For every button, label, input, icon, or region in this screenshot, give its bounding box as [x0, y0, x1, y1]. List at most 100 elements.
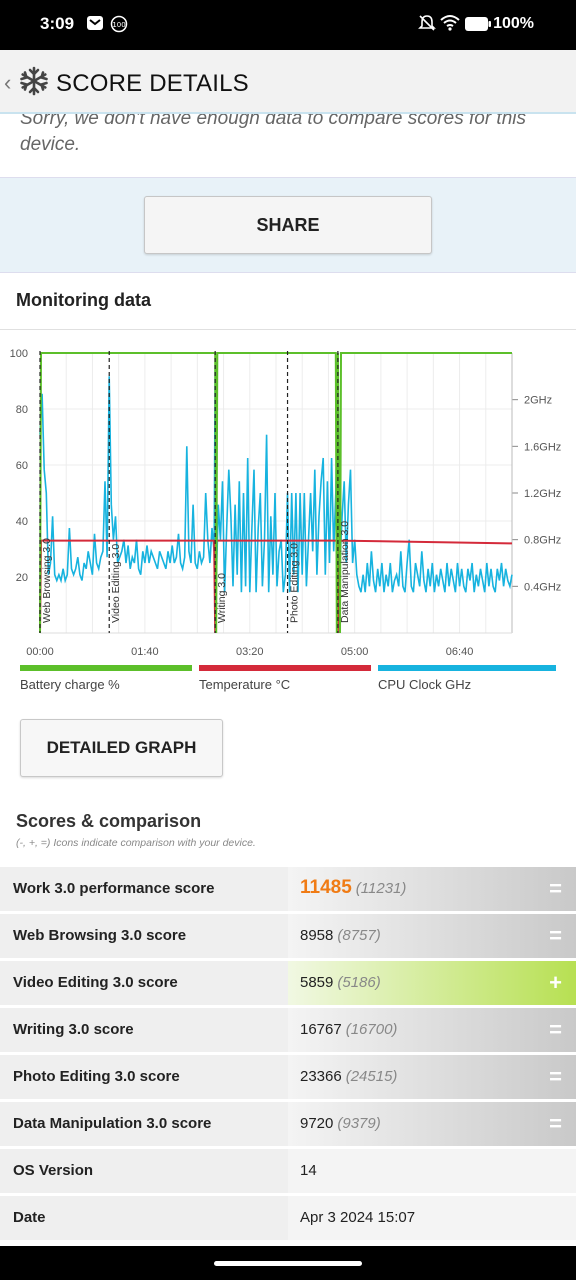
x-tick-label: 01:40 — [131, 646, 159, 658]
score-label: Data Manipulation 3.0 score — [13, 1115, 212, 1132]
score-compare-value: (11231) — [355, 880, 407, 897]
score-value: 16767 (16700) — [300, 1021, 397, 1038]
score-main-value: 8958 — [300, 927, 334, 944]
score-value: 9720 (9379) — [300, 1115, 381, 1132]
legend-temperature: Temperature °C — [199, 665, 371, 692]
score-value-cell: 23366 (24515) = — [288, 1055, 576, 1099]
score-label: Work 3.0 performance score — [13, 880, 215, 897]
score-value: 5859 (5186) — [300, 974, 381, 991]
x-tick-label: 03:20 — [236, 646, 264, 658]
mute-icon — [418, 14, 436, 37]
legend-temperature-swatch — [199, 665, 371, 671]
score-label: Writing 3.0 score — [13, 1021, 134, 1038]
score-main-value: 9720 — [300, 1115, 334, 1132]
share-button[interactable]: SHARE — [144, 196, 432, 254]
legend-battery-swatch — [20, 665, 192, 671]
score-label: Web Browsing 3.0 score — [13, 927, 187, 944]
status-bar: 3:09 100 100% — [0, 0, 576, 50]
test-marker-label: Data Manipulation 3.0 — [339, 521, 351, 623]
y-left-tick-label: 60 — [16, 460, 28, 472]
legend-cpu-label: CPU Clock GHz — [378, 677, 472, 692]
status-time: 3:09 — [40, 14, 75, 33]
test-marker-label: Photo Editing 3.0 — [289, 543, 301, 623]
score-value-cell: 5859 (5186) + — [288, 961, 576, 1005]
legend-battery: Battery charge % — [20, 665, 192, 692]
y-right-tick-label: 0.8GHz — [524, 535, 561, 547]
score-value: 23366 (24515) — [300, 1068, 397, 1085]
monitoring-chart: 100 80 60 40 20 2GHz 1.6GHz 1.2GHz 0.8GHz 0.4GHz 0… — [0, 343, 576, 663]
wifi-icon — [440, 14, 460, 37]
navigation-bar — [0, 1246, 576, 1280]
score-compare-value: (16700) — [345, 1021, 398, 1038]
y-left-tick-label: 80 — [16, 404, 28, 416]
snowflake-logo-icon — [18, 65, 50, 102]
message-icon — [86, 14, 104, 37]
legend-temperature-label: Temperature °C — [199, 677, 291, 692]
score-row-writing: Writing 3.0 score 16767 (16700) = — [0, 1008, 576, 1055]
legend-cpu-swatch — [378, 665, 556, 671]
score-row-photo-editing: Photo Editing 3.0 score 23366 (24515) = — [0, 1055, 576, 1102]
x-tick-label: 05:00 — [341, 646, 369, 658]
equal-icon: = — [549, 1111, 562, 1136]
y-left-tick-label: 20 — [16, 572, 28, 584]
info-label: OS Version — [13, 1162, 94, 1179]
monitoring-title: Monitoring data — [16, 290, 151, 310]
notice-line-1: Sorry, we don't have enough data to comp… — [20, 114, 526, 129]
score-value-cell: 9720 (9379) = — [288, 1102, 576, 1146]
monitoring-card: Monitoring data 100 80 60 40 20 2GHz 1.6GHz 1.2… — [0, 272, 576, 872]
info-row-date: Date Apr 3 2024 15:07 — [0, 1196, 576, 1243]
y-right-tick-label: 1.2GHz — [524, 488, 561, 500]
scores-note: (-, +, =) Icons indicate comparison with… — [16, 837, 256, 849]
score-row-video-editing: Video Editing 3.0 score 5859 (5186) + — [0, 961, 576, 1008]
score-row-data-manipulation: Data Manipulation 3.0 score 9720 (9379) = — [0, 1102, 576, 1149]
notice-line-2: device. — [20, 134, 81, 155]
score-value-cell: 11485 (11231) = — [288, 867, 576, 911]
legend-cpu: CPU Clock GHz — [378, 665, 556, 692]
equal-icon: = — [549, 876, 562, 901]
scores-title: Scores & comparison — [16, 811, 202, 831]
score-table: Work 3.0 performance score 11485 (11231) … — [0, 867, 576, 1243]
monitoring-chart-svg: 100 80 60 40 20 2GHz 1.6GHz 1.2GHz 0.8GHz 0.4GHz 0… — [10, 348, 562, 658]
page-title: SCORE DETAILS — [56, 70, 249, 97]
score-compare-value: (8757) — [337, 927, 381, 944]
back-icon[interactable]: ‹ — [4, 70, 12, 95]
y-left-tick-label: 40 — [16, 516, 28, 528]
series-line-battery-charge — [39, 352, 512, 634]
y-left-tick-label: 100 — [10, 348, 28, 360]
y-right-tick-label: 0.4GHz — [524, 581, 561, 593]
score-value-cell: 16767 (16700) = — [288, 1008, 576, 1052]
info-value-cell: Apr 3 2024 15:07 — [288, 1196, 576, 1240]
notification-badge-icon: 100 — [110, 15, 128, 38]
score-compare-value: (24515) — [345, 1068, 398, 1085]
info-value-cell: 14 — [288, 1149, 576, 1193]
score-label: Photo Editing 3.0 score — [13, 1068, 180, 1085]
app-bar: ‹ SCORE DETAILS — [0, 50, 576, 114]
home-gesture-handle[interactable] — [214, 1261, 362, 1266]
battery-percent: 100% — [493, 15, 534, 32]
score-value: 11485 (11231) — [300, 877, 406, 899]
score-main-value: 11485 — [300, 877, 352, 898]
equal-icon: = — [549, 1064, 562, 1089]
info-value: 14 — [300, 1162, 317, 1179]
score-label: Video Editing 3.0 score — [13, 974, 178, 991]
compare-notice: Sorry, we don't have enough data to comp… — [0, 114, 576, 178]
test-marker-label: Video Editing 3.0 — [110, 544, 122, 623]
score-main-value: 23366 — [300, 1068, 342, 1085]
equal-icon: = — [549, 1017, 562, 1042]
score-row-work: Work 3.0 performance score 11485 (11231) … — [0, 867, 576, 914]
score-row-web-browsing: Web Browsing 3.0 score 8958 (8757) = — [0, 914, 576, 961]
score-main-value: 5859 — [300, 974, 334, 991]
score-main-value: 16767 — [300, 1021, 342, 1038]
test-marker-label: Web Browsing 3.0 — [41, 538, 53, 623]
series-line-cpu-clock-ghz — [39, 364, 513, 593]
svg-text:100: 100 — [112, 21, 125, 29]
score-value: 8958 (8757) — [300, 927, 381, 944]
test-marker-label: Writing 3.0 — [216, 573, 228, 623]
detailed-graph-button[interactable]: DETAILED GRAPH — [20, 719, 223, 777]
score-compare-value: (5186) — [337, 974, 381, 991]
divider — [0, 329, 576, 330]
score-compare-value: (9379) — [337, 1115, 381, 1132]
equal-icon: = — [549, 923, 562, 948]
info-value: Apr 3 2024 15:07 — [300, 1209, 416, 1226]
info-row-os-version: OS Version 14 — [0, 1149, 576, 1196]
